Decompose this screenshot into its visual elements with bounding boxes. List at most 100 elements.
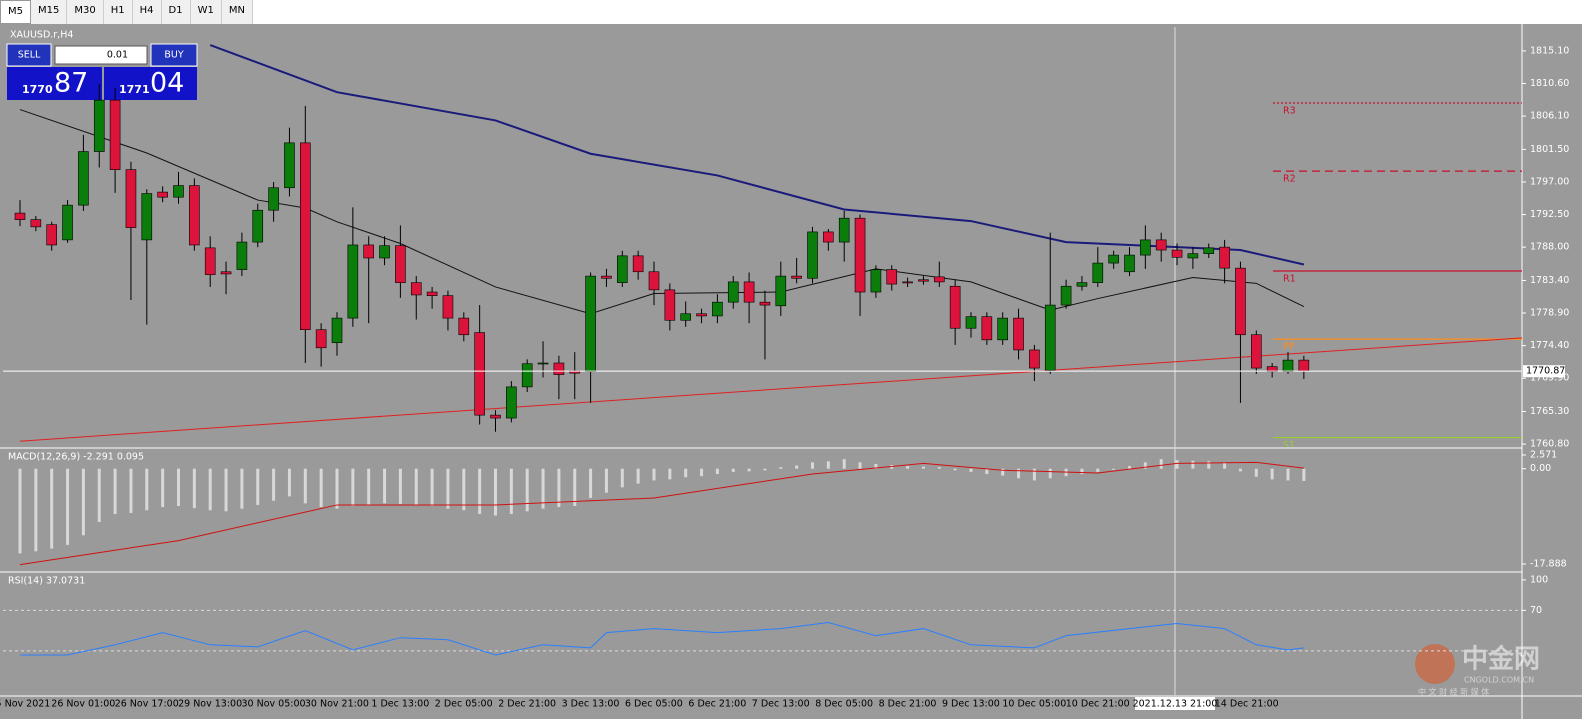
candle-body [331, 317, 343, 344]
timeframe-button[interactable]: M30 [67, 0, 104, 24]
y-tick-label: 1788.00 [1530, 242, 1569, 253]
candle-body [299, 142, 311, 330]
macd-bar [842, 459, 846, 469]
candle-body [157, 191, 168, 198]
timeframe-button[interactable]: M15 [31, 0, 68, 24]
candle-body [1219, 246, 1230, 269]
buy-label[interactable]: BUY [164, 50, 183, 61]
macd-bar [604, 468, 608, 493]
current-price-label: 1770.87 [1526, 366, 1565, 377]
x-tick-label: 26 Nov 01:00 [51, 699, 115, 710]
macd-bar [1191, 460, 1195, 469]
candle-body [173, 185, 184, 198]
candle-body [46, 224, 58, 246]
candle-body [442, 295, 454, 319]
trade-panel: SELL 0.01 BUY 1770 87 1771 04 [6, 43, 198, 100]
candle-body [1108, 254, 1119, 264]
candle-body [775, 275, 787, 307]
crosshair-label-box [1135, 697, 1215, 710]
candle-body [791, 275, 802, 279]
macd-bar [66, 468, 70, 545]
candle-body [1076, 282, 1088, 287]
macd-bar [652, 468, 656, 481]
timeframe-button[interactable]: H1 [104, 0, 133, 24]
candle-body [347, 244, 359, 319]
macd-bar [129, 468, 133, 513]
y-tick-label: 1769.90 [1530, 373, 1569, 384]
macd-bar [18, 468, 22, 554]
y-tick-label: -17.888 [1530, 559, 1567, 570]
candle-body [902, 281, 913, 284]
watermark-name: 中金网 [1462, 644, 1540, 675]
candle-body [616, 255, 628, 283]
macd-signal-line [19, 461, 1304, 566]
macd-bar [192, 468, 196, 509]
candle-body [1124, 254, 1135, 273]
y-tick-label: 1760.80 [1530, 439, 1569, 450]
macd-bar [779, 467, 783, 469]
candle-body [933, 276, 945, 283]
x-tick-label: 8 Dec 05:00 [815, 699, 873, 710]
lot-value[interactable]: 0.01 [107, 50, 128, 61]
macd-bar [494, 468, 497, 516]
bid-big: 1770 [22, 83, 53, 96]
timeframe-button[interactable]: W1 [191, 0, 222, 24]
candle-body [870, 269, 882, 293]
candle-body [1251, 334, 1262, 369]
x-tick-label: 14 Dec 21:00 [1215, 699, 1279, 710]
macd-bar [208, 468, 212, 511]
macd-bar [921, 466, 925, 469]
macd-bar [1001, 468, 1005, 476]
candle-body [521, 363, 533, 388]
macd-bar [747, 468, 751, 472]
candle-body [268, 187, 279, 211]
candle-body [14, 212, 26, 220]
macd-bar [367, 468, 371, 505]
macd-bar [589, 468, 593, 499]
y-tick-label: 1806.10 [1530, 111, 1569, 122]
macd-bar [113, 468, 117, 514]
x-tick-label: 30 Nov 05:00 [242, 699, 306, 710]
y-tick-label: 2.571 [1530, 450, 1557, 461]
symbol-label: XAUUSD.r,H4 [10, 30, 73, 41]
watermark: 中金网 CNGOLD.COM.CN 中 文 财 经 新 媒 体 [1415, 644, 1540, 697]
candle-body [1044, 304, 1056, 371]
macd-bar [224, 468, 228, 512]
lot-input[interactable] [54, 45, 148, 65]
candle-body [712, 301, 723, 317]
candle-body [141, 193, 153, 241]
timeframe-button[interactable]: M5 [0, 0, 31, 24]
x-tick-label: 10 Dec 21:00 [1066, 699, 1130, 710]
macd-bar [509, 468, 513, 514]
macd-bar [414, 468, 418, 505]
candle-body [62, 204, 73, 241]
timeframe-toolbar: M5 M15 M30 H1 H4 D1 W1 MN [0, 0, 253, 25]
macd-bar [446, 468, 450, 509]
macd-bar [34, 468, 38, 552]
ask-box[interactable] [104, 67, 197, 100]
candle-body [997, 317, 1009, 341]
timeframe-button[interactable]: D1 [162, 0, 191, 24]
x-tick-label: 6 Dec 21:00 [688, 699, 746, 710]
macd-bar [811, 462, 814, 469]
sell-label[interactable]: SELL [18, 50, 41, 61]
indicator-line [209, 44, 1305, 266]
candle-body [743, 281, 755, 303]
candle-body [1266, 366, 1278, 372]
timeframe-button[interactable]: H4 [133, 0, 162, 24]
bid-box[interactable] [7, 67, 102, 100]
sell-button[interactable] [6, 43, 52, 67]
macd-bar [1048, 468, 1052, 479]
pivot-label: R3 [1283, 106, 1296, 117]
macd-bar [383, 468, 387, 504]
candle-body [506, 386, 517, 419]
crosshair-label: 2021.12.13 21:00 [1133, 699, 1218, 710]
x-tick-label: 1 Dec 13:00 [371, 699, 429, 710]
timeframe-button[interactable]: MN [222, 0, 253, 24]
candle-body [886, 269, 898, 285]
candle-body [949, 285, 961, 329]
candle-body [379, 245, 390, 259]
candle-body [680, 313, 692, 321]
buy-button[interactable] [150, 43, 198, 67]
candle-body [601, 275, 612, 279]
